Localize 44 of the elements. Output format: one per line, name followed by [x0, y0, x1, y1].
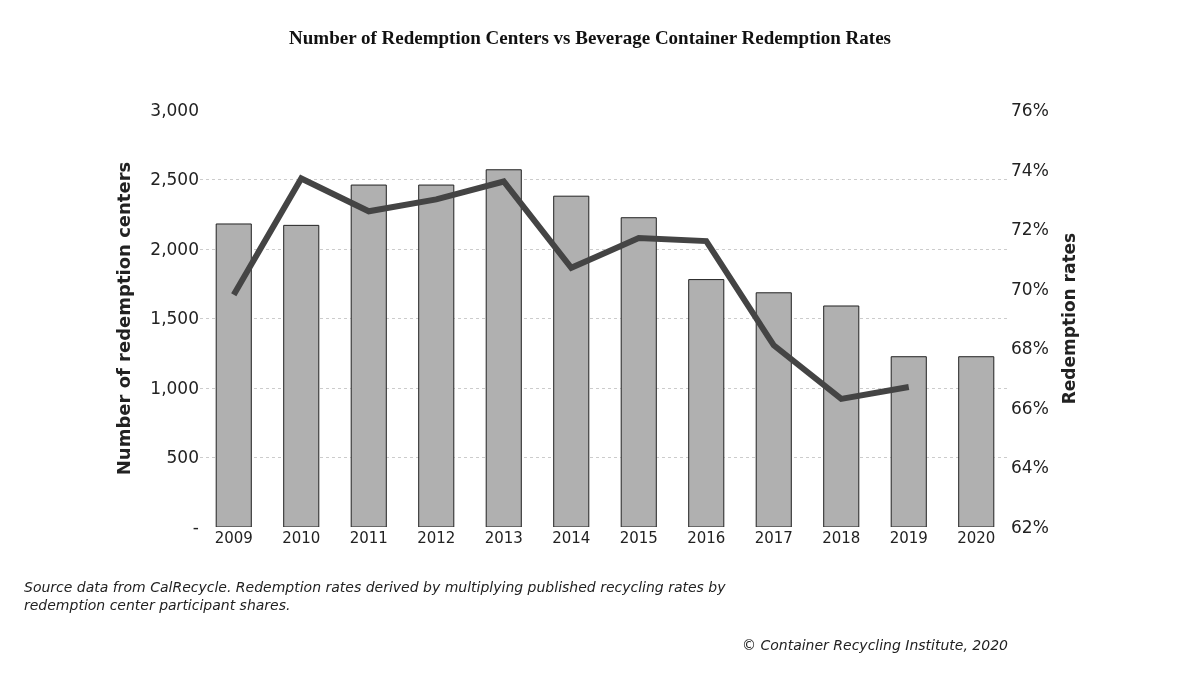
bar	[755, 292, 792, 527]
y2-tick-label: 76%	[1011, 99, 1049, 120]
x-tick-label: 2013	[484, 529, 523, 547]
bar	[418, 184, 455, 527]
y2-tick-label: 66%	[1011, 397, 1049, 418]
x-tick-label: 2012	[417, 529, 456, 547]
y2-axis-title: Redemption rates	[1059, 232, 1080, 405]
chart-title: Number of Redemption Centers vs Beverage Container Redemption Rates	[289, 26, 891, 48]
x-tick-label: 2015	[619, 529, 658, 547]
x-tick-label: 2020	[957, 529, 996, 547]
source-note: Source data from CalRecycle. Redemption rates derived by multiplying published recycling rates by redemption center participant shares.	[24, 579, 727, 614]
text: © Container Recycling Institute, 2020	[742, 637, 1009, 653]
y2-tick-label: 64%	[1011, 457, 1049, 478]
x-tick-label: 2009	[214, 529, 253, 547]
y-tick-label: 2,500	[150, 169, 199, 190]
y-axis-title: Number of redemption centers	[112, 161, 134, 476]
bar	[620, 217, 657, 527]
y-tick-label: 1,000	[150, 377, 199, 398]
bar	[350, 184, 387, 527]
x-tick-label: 2018	[822, 529, 861, 547]
x-tick-label: 2011	[349, 529, 388, 547]
bar	[688, 279, 725, 527]
bar	[823, 305, 860, 527]
y-tick-label: 3,000	[150, 99, 199, 120]
y2-tick-label: 62%	[1011, 516, 1049, 537]
bar	[890, 356, 927, 527]
y2-tick-label: 70%	[1011, 278, 1049, 299]
bar	[283, 224, 320, 527]
x-tick-label: 2019	[889, 529, 928, 547]
x-tick-label: 2017	[754, 529, 793, 547]
y2-tick-label: 72%	[1011, 219, 1049, 240]
y-tick-label: 1,500	[150, 308, 199, 329]
x-tick-label: 2016	[687, 529, 726, 547]
bar	[485, 169, 522, 527]
y-tick-label: -	[192, 516, 199, 537]
y-tick-label: 500	[166, 447, 199, 468]
bar	[215, 223, 252, 527]
bar	[958, 356, 995, 527]
y2-tick-label: 68%	[1011, 338, 1049, 359]
y2-tick-label: 74%	[1011, 159, 1049, 180]
bar	[553, 195, 590, 527]
y-tick-label: 2,000	[150, 238, 199, 259]
x-tick-label: 2014	[552, 529, 591, 547]
x-tick-label: 2010	[282, 529, 321, 547]
